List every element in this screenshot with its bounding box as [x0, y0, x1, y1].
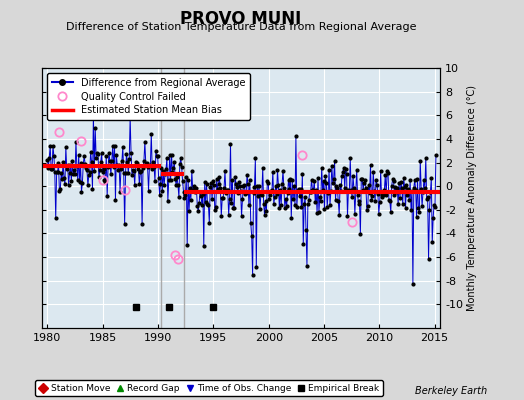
- Text: PROVO MUNI: PROVO MUNI: [180, 10, 302, 28]
- Y-axis label: Monthly Temperature Anomaly Difference (°C): Monthly Temperature Anomaly Difference (…: [467, 85, 477, 311]
- Legend: Station Move, Record Gap, Time of Obs. Change, Empirical Break: Station Move, Record Gap, Time of Obs. C…: [35, 380, 383, 396]
- Text: Difference of Station Temperature Data from Regional Average: Difference of Station Temperature Data f…: [66, 22, 416, 32]
- Text: Berkeley Earth: Berkeley Earth: [415, 386, 487, 396]
